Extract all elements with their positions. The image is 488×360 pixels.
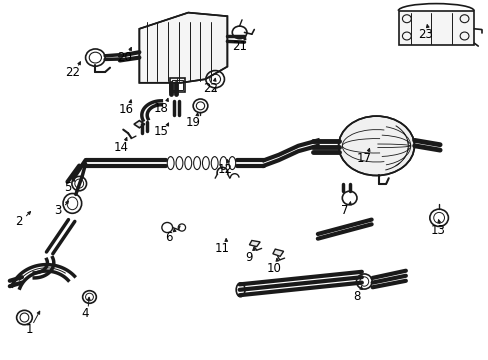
Text: 11: 11 — [215, 242, 229, 255]
Polygon shape — [272, 249, 283, 256]
Text: 18: 18 — [154, 102, 168, 114]
Text: 9: 9 — [245, 251, 253, 264]
Text: 10: 10 — [266, 262, 281, 275]
Text: 22: 22 — [65, 66, 80, 78]
Text: 1: 1 — [25, 323, 33, 336]
Text: 19: 19 — [185, 116, 200, 129]
Polygon shape — [139, 13, 227, 83]
Bar — [172, 80, 183, 90]
Text: 5: 5 — [63, 181, 71, 194]
Text: 20: 20 — [117, 51, 132, 64]
Bar — [170, 78, 184, 92]
Text: 6: 6 — [164, 231, 172, 244]
Text: 14: 14 — [114, 141, 128, 154]
Text: 8: 8 — [352, 291, 360, 303]
Text: 17: 17 — [356, 152, 371, 165]
Text: 3: 3 — [54, 204, 61, 217]
Polygon shape — [398, 11, 473, 45]
Polygon shape — [249, 240, 260, 247]
Text: 23: 23 — [417, 28, 432, 41]
Polygon shape — [134, 121, 144, 128]
Text: 15: 15 — [154, 125, 168, 138]
Text: 13: 13 — [429, 224, 444, 237]
Text: 22: 22 — [203, 82, 217, 95]
Text: 21: 21 — [232, 40, 246, 53]
Text: 12: 12 — [217, 163, 232, 176]
Text: 16: 16 — [119, 103, 133, 116]
Text: 2: 2 — [15, 215, 22, 228]
Text: 4: 4 — [81, 307, 89, 320]
Ellipse shape — [338, 116, 414, 175]
Text: 7: 7 — [340, 204, 348, 217]
